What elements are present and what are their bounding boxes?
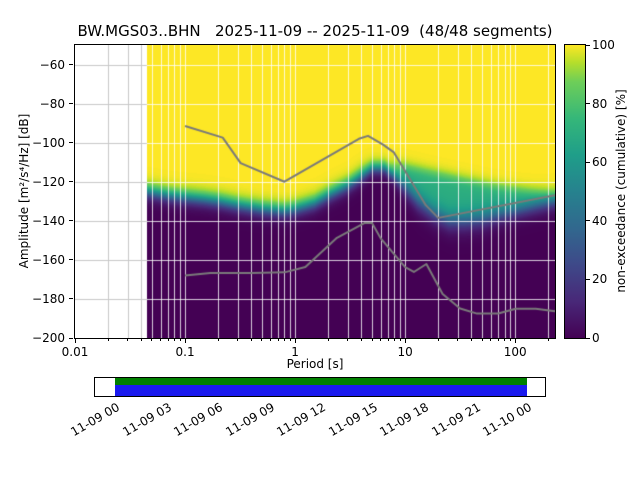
colorbar-tick-label: 60 <box>592 155 608 170</box>
colorbar-tick-label: 40 <box>592 213 608 228</box>
time-tick-label: 11-09 15 <box>325 400 380 440</box>
plot-title: BW.MGS03..BHN 2025-11-09 -- 2025-11-09 (… <box>77 22 553 40</box>
time-tick-label: 11-09 12 <box>274 400 328 440</box>
colorbar-tick-mark <box>586 278 590 280</box>
x-minor-tick-mark <box>490 339 492 341</box>
x-minor-tick-mark <box>277 339 279 341</box>
x-minor-tick-mark <box>504 339 506 341</box>
x-minor-tick-mark <box>380 339 382 341</box>
x-minor-tick-mark <box>283 339 285 341</box>
coverage-data-band <box>115 378 527 385</box>
x-minor-tick-mark <box>360 339 362 341</box>
x-tick-label: 10 <box>397 345 413 359</box>
time-tick-label: 11-09 09 <box>222 400 277 440</box>
y-tick-mark <box>69 259 73 261</box>
coverage-extent-band <box>115 385 527 396</box>
x-minor-tick-mark <box>481 339 483 341</box>
x-tick-mark <box>294 339 296 343</box>
x-minor-tick-mark <box>127 339 128 341</box>
colorbar-tick-label: 20 <box>592 272 608 287</box>
time-tick-label: 11-10 00 <box>480 400 534 440</box>
x-minor-tick-mark <box>179 339 181 341</box>
x-minor-tick-mark <box>173 339 175 341</box>
x-minor-tick-mark <box>387 339 389 341</box>
colorbar-tick-label: 80 <box>592 96 608 111</box>
x-tick-mark <box>514 339 516 343</box>
x-minor-tick-mark <box>140 339 142 341</box>
x-tick-label: 0.01 <box>61 345 89 359</box>
x-minor-tick-mark <box>347 339 349 341</box>
x-minor-tick-mark <box>399 339 401 341</box>
x-minor-tick-mark <box>393 339 395 341</box>
x-tick-mark <box>404 339 406 343</box>
y-tick-label: −180 <box>32 291 65 306</box>
y-tick-mark <box>69 64 73 66</box>
y-tick-label: −100 <box>32 135 65 150</box>
y-tick-label: −200 <box>32 331 65 345</box>
x-minor-tick-mark <box>270 339 272 341</box>
y-tick-mark <box>69 220 73 222</box>
y-tick-label: −160 <box>32 252 65 267</box>
colorbar-tick-mark <box>586 337 590 339</box>
x-minor-tick-mark <box>547 339 549 341</box>
x-minor-tick-mark <box>160 339 162 341</box>
colorbar-tick-mark <box>586 161 590 163</box>
colorbar-tick-mark <box>586 220 590 222</box>
colorbar-tick-label: 0 <box>592 331 600 345</box>
x-minor-tick-mark <box>371 339 373 341</box>
time-tick-label: 11-09 18 <box>377 400 431 440</box>
x-tick-mark <box>74 339 76 343</box>
x-minor-tick-mark <box>107 339 109 341</box>
x-tick-label: 100 <box>503 345 527 359</box>
x-minor-tick-mark <box>457 339 459 341</box>
y-tick-mark <box>69 181 73 183</box>
time-tick-label: 11-09 00 <box>68 400 122 440</box>
y-tick-mark <box>69 142 73 144</box>
coverage-bar <box>94 377 546 397</box>
x-tick-mark <box>184 339 186 343</box>
x-tick-label: 1 <box>291 345 299 359</box>
colorbar-tick-label: 100 <box>592 38 615 52</box>
colorbar-tick-mark <box>586 103 590 105</box>
x-minor-tick-mark <box>151 339 153 341</box>
x-minor-tick-mark <box>217 339 219 341</box>
colorbar-label: non-exceedance (cumulative) [%] <box>614 89 628 293</box>
x-minor-tick-mark <box>497 339 499 341</box>
x-minor-tick-mark <box>289 339 291 341</box>
y-tick-mark <box>69 298 73 300</box>
x-minor-tick-mark <box>509 339 511 341</box>
y-tick-mark <box>69 337 73 339</box>
x-minor-tick-mark <box>167 339 169 341</box>
x-minor-tick-mark <box>261 339 263 341</box>
x-minor-tick-mark <box>250 339 252 341</box>
time-tick-label: 11-09 06 <box>171 400 225 440</box>
time-tick-label: 11-09 21 <box>428 400 483 440</box>
y-tick-label: −60 <box>39 57 65 72</box>
y-tick-mark <box>69 103 73 105</box>
y-tick-label: −140 <box>32 213 65 228</box>
x-minor-tick-mark <box>470 339 472 341</box>
x-axis-label: Period [s] <box>286 357 344 371</box>
time-tick-label: 11-09 03 <box>119 400 174 440</box>
colorbar <box>564 44 586 339</box>
ppsd-heatmap-canvas <box>75 45 555 338</box>
x-minor-tick-mark <box>237 339 239 341</box>
x-minor-tick-mark <box>437 339 439 341</box>
x-minor-tick-mark <box>327 339 329 341</box>
x-tick-label: 0.1 <box>175 345 195 359</box>
y-tick-label: −120 <box>32 174 65 189</box>
y-tick-label: −80 <box>39 96 65 111</box>
colorbar-tick-mark <box>586 44 590 46</box>
plot-area <box>74 44 556 339</box>
